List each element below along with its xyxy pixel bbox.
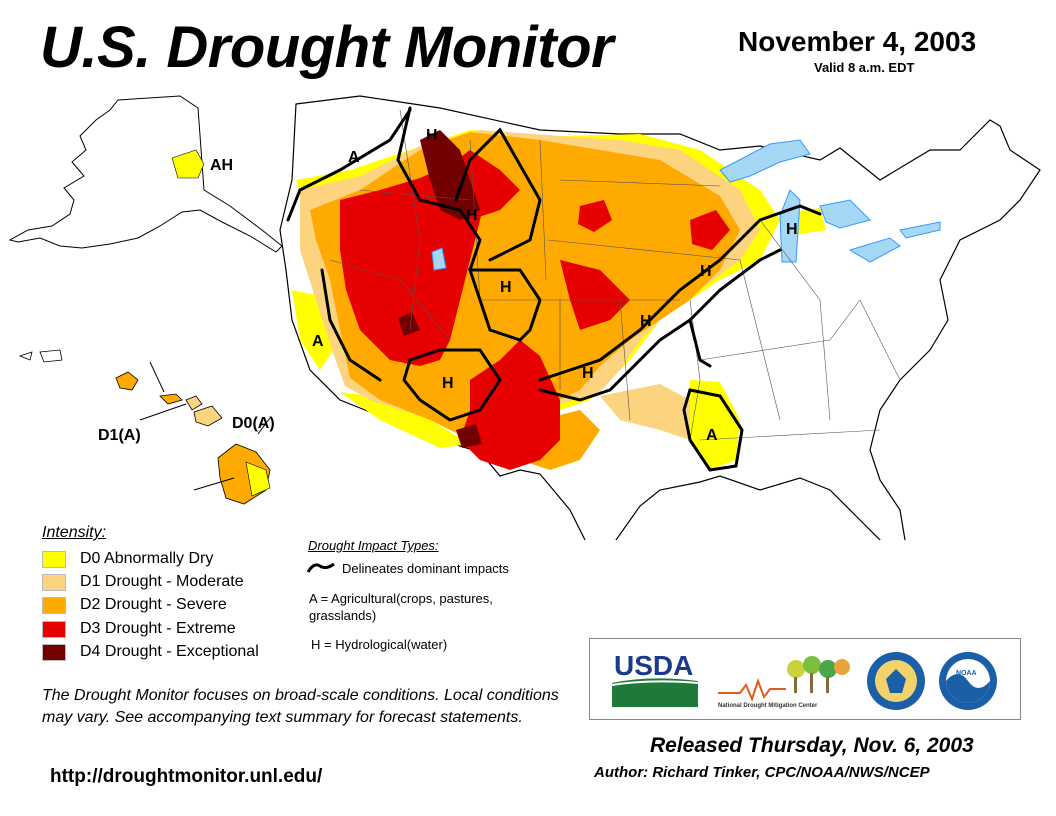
legend-swatch — [42, 643, 66, 661]
legend-item-d3: D3 Drought - Extreme — [42, 618, 236, 640]
legend-swatch — [42, 596, 66, 614]
usda-logo: USDA — [611, 650, 699, 707]
svg-text:NOAA: NOAA — [956, 670, 977, 677]
legend-item-d4: D4 Drought - Exceptional — [42, 641, 259, 663]
logo-strip: USDA National Drought Mitigation Center … — [611, 650, 997, 710]
legend-label: D3 Drought - Extreme — [80, 620, 236, 637]
commerce-seal-icon — [867, 652, 925, 710]
impact-line-icon — [306, 562, 335, 573]
legend-swatch — [42, 550, 66, 568]
release-date: Released Thursday, Nov. 6, 2003 — [650, 734, 974, 757]
state-borders — [329, 109, 901, 441]
map-date: November 4, 2003 — [738, 26, 977, 57]
impact-types-title: Drought Impact Types: — [308, 538, 439, 553]
hawaii-label-right: D0(A) — [232, 415, 275, 432]
d4-areas — [398, 130, 482, 448]
impact-label: H — [786, 221, 798, 238]
legend-swatch — [42, 573, 66, 591]
impact-agricultural: A = Agricultural(crops, pastures, grassl… — [309, 591, 493, 623]
svg-text:USDA: USDA — [614, 650, 693, 681]
impact-label: H — [700, 263, 712, 280]
ndmc-logo: National Drought Mitigation Center — [718, 656, 850, 709]
alaska-impact-label: AH — [210, 157, 233, 174]
author-credit: Author: Richard Tinker, CPC/NOAA/NWS/NCE… — [594, 764, 930, 781]
legend-item-d2: D2 Drought - Severe — [42, 594, 227, 616]
svg-text:National Drought Mitigation Ce: National Drought Mitigation Center — [718, 703, 818, 709]
disclaimer-note: The Drought Monitor focuses on broad-sca… — [42, 687, 559, 726]
hawaii-label-left: D1(A) — [98, 427, 141, 444]
legend-label: D0 Abnormally Dry — [80, 550, 214, 567]
impact-label: A — [706, 427, 718, 444]
legend-item-d1: D1 Drought - Moderate — [42, 571, 244, 593]
website-link[interactable]: http://droughtmonitor.unl.edu/ — [50, 766, 323, 787]
legend-swatch — [42, 620, 66, 638]
noaa-logo: NOAA — [939, 652, 997, 710]
impact-label: H — [466, 207, 478, 224]
partner-logos: USDA National Drought Mitigation Center … — [589, 638, 1021, 720]
page-title: U.S. Drought Monitor — [40, 15, 614, 80]
hawaii — [18, 349, 271, 505]
drought-map: AH D1(A) D0(A) — [8, 95, 1041, 540]
legend-label: D4 Drought - Exceptional — [80, 643, 259, 660]
legend-label: D2 Drought - Severe — [80, 596, 227, 613]
alaska — [8, 95, 283, 253]
impact-label: H — [582, 365, 594, 382]
impact-delineations — [286, 106, 822, 472]
impact-label: H — [442, 375, 454, 392]
impact-label: A — [312, 333, 324, 350]
impact-label: H — [426, 127, 438, 144]
valid-time: Valid 8 a.m. EDT — [814, 60, 915, 75]
impact-delineates: Delineates dominant impacts — [342, 561, 509, 576]
impact-label: H — [640, 313, 652, 330]
impact-label: H — [500, 279, 512, 296]
impact-hydrological: H = Hydrological(water) — [311, 637, 448, 652]
legend-label: D1 Drought - Moderate — [80, 573, 244, 590]
legend-item-d0: D0 Abnormally Dry — [42, 548, 213, 570]
impact-label: A — [348, 149, 360, 166]
intensity-title: Intensity: — [42, 524, 107, 541]
